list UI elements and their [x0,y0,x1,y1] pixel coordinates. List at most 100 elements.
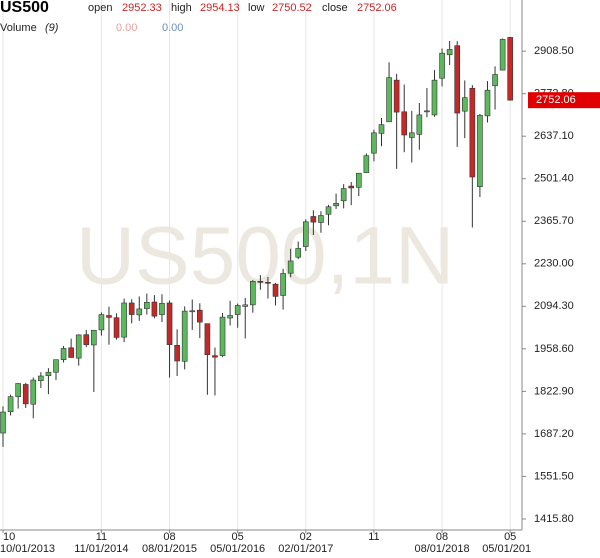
candle-body [355,172,362,188]
candle-body [242,304,249,307]
x-tick-label: 02 [300,531,312,543]
volume-label: Volume [0,22,37,34]
last-price-label: 2752.06 [536,94,576,106]
volume-value: 0.00 [162,22,183,34]
x-tick-label: 05 [232,531,244,543]
candle-body [439,52,445,79]
candle-body [340,188,347,202]
candle-body [378,124,385,134]
y-tick-label: 2094.30 [534,300,574,312]
candle-body [113,317,120,338]
candle-body [22,384,29,405]
candle-body [371,132,377,154]
candle-body [128,302,135,315]
watermark: US500,1N [76,211,454,302]
y-tick-label: 2501.40 [534,173,574,185]
candle-body [75,334,82,359]
open-label: open [88,2,112,14]
candle-body [219,316,226,356]
candle-body [393,79,400,113]
candle-body [7,396,14,413]
x-date-label: 08/01/2018 [415,543,470,555]
candle-body [60,348,67,360]
candle-body [197,309,203,323]
candle-body [280,273,286,296]
x-tick-label: 08 [163,531,175,543]
last-price-tag [528,92,600,109]
candle-body [83,334,90,345]
low-value: 2750.52 [272,2,312,14]
candle-body [318,215,324,223]
candle-body [287,260,294,274]
candle-body [68,347,74,358]
candle-body [265,281,271,284]
candle-body [310,216,317,223]
candle-body [136,308,143,316]
candle-body [30,379,37,405]
x-date-label: 02/01/2017 [278,543,333,555]
x-date-label: 08/01/2015 [142,543,197,555]
candle-body [106,315,112,318]
candle-body [121,302,127,338]
close-value: 2752.06 [357,2,397,14]
candle-body [45,371,52,376]
candle-body [272,283,279,297]
candle-body [431,79,438,116]
y-tick-label: 1415.80 [534,513,574,525]
x-tick-label: 11 [96,531,107,543]
high-value: 2954.13 [200,2,240,14]
y-tick-label: 1551.50 [534,470,574,482]
candle-body [250,281,256,306]
candle-body [166,302,173,345]
x-tick-label: 10 [3,531,15,543]
candle-body [386,77,392,123]
candle-body [333,203,339,207]
symbol: US500 [0,0,49,16]
low-label: low [248,2,265,14]
x-date-label: 11/01/2014 [74,543,128,555]
x-tick-label: 11 [368,531,379,543]
candle-body [469,87,476,178]
x-tick-label: 08 [436,531,448,543]
y-tick-label: 2908.50 [534,45,574,57]
candle-body [15,383,21,397]
candle-body [363,155,370,173]
y-tick-label: 1958.60 [534,343,574,355]
candle-body [507,37,513,101]
candle-body [446,49,453,56]
y-tick-label: 2230.00 [534,258,574,270]
candle-body [234,305,241,315]
candle-body [484,89,491,117]
candle-body [477,114,483,187]
candle-body [325,206,332,215]
candle-body [174,344,180,362]
candle-body [401,111,408,136]
y-tick-label: 1822.90 [534,385,574,397]
candle-body [408,132,415,138]
candle-body [492,74,498,87]
candle-body [91,329,97,346]
candle-body [461,97,468,112]
candle-body [204,323,211,355]
candle-body [98,314,105,331]
high-label: high [171,2,192,14]
candle-body [499,39,506,71]
candle-body [144,302,150,309]
candle-body [151,301,158,317]
candle-body [227,315,233,319]
candle-body [38,375,44,381]
candle-body [295,248,302,258]
candle-body [159,302,165,315]
candle-body [302,221,309,247]
volume-period: (9) [45,22,59,34]
x-tick-label: 05 [504,531,516,543]
volume-value: 0.00 [116,22,137,34]
y-tick-label: 2365.70 [534,215,574,227]
candle-body [181,310,188,362]
x-date-label: 05/01/2016 [210,543,265,555]
candle-body [53,359,59,373]
candle-body [0,411,6,434]
candle-body [424,110,430,113]
